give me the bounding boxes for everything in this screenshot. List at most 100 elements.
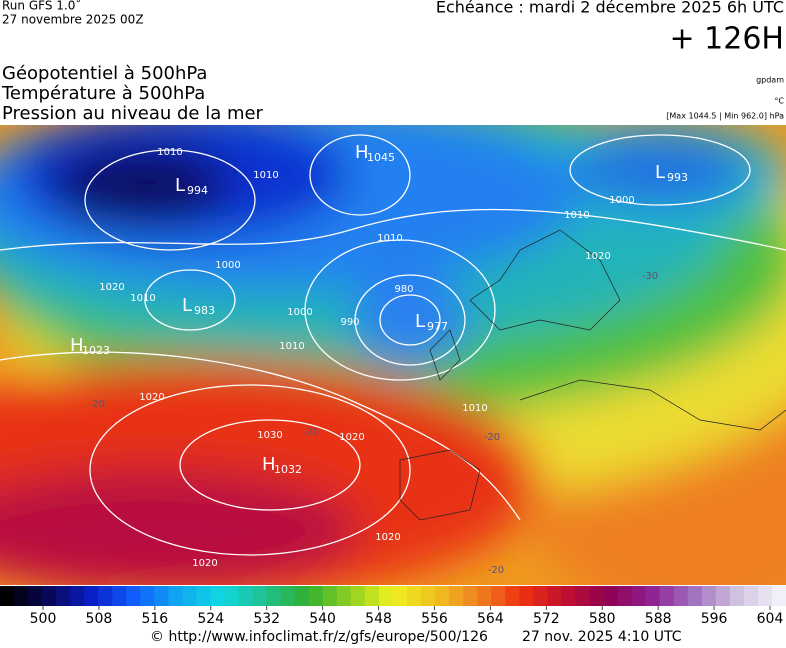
colorbar-label: 604: [757, 611, 784, 627]
center-letter: L: [182, 295, 192, 316]
unit: [Max 1044.5 | Min 962.0] hPa: [666, 112, 784, 121]
colorbar-swatch: [617, 586, 633, 606]
colorbar-swatch: [182, 586, 197, 606]
center-value: 1045: [367, 151, 395, 164]
colorbar-swatch: [659, 586, 675, 606]
colorbar-label: 508: [86, 611, 113, 627]
center-value: 977: [427, 320, 448, 333]
colorbar-swatch: [771, 586, 786, 606]
isobar-label: 1010: [253, 170, 278, 181]
unit: gpdam: [756, 76, 784, 85]
isobar-label: 1010: [377, 233, 402, 244]
field: Géopotentiel à 500hPa: [2, 63, 207, 84]
colorbar-swatch: [701, 586, 717, 606]
colorbar-swatch: [729, 586, 745, 606]
center-letter: L: [415, 311, 425, 332]
center-letter: H: [262, 454, 276, 475]
colorbar-swatch: [350, 586, 366, 606]
colorbar-label: 596: [701, 611, 728, 627]
colorbar-swatch: [687, 586, 703, 606]
run-date: 27 novembre 2025 00Z: [2, 13, 144, 27]
source: © http://www.infoclimat.fr/z/gfs/europe/…: [150, 629, 488, 645]
colorbar-swatch: [575, 586, 590, 606]
isobar-label: 980: [394, 284, 413, 295]
colorbar-swatch: [477, 586, 492, 606]
center-letter: H: [355, 142, 369, 163]
colorbar-label: 556: [421, 611, 448, 627]
center-letter: L: [655, 162, 665, 183]
colorbar-swatch: [645, 586, 661, 606]
center-value: 1032: [274, 463, 302, 476]
colorbar-swatch: [322, 586, 338, 606]
isobar-label: 1020: [375, 532, 400, 543]
colorbar-swatch: [561, 586, 576, 606]
colorbar-swatch: [126, 586, 141, 606]
map: [0, 125, 786, 585]
colorbar-swatch: [715, 586, 731, 606]
timestamp: 27 nov. 2025 4:10 UTC: [522, 629, 682, 645]
colorbar-swatch: [491, 586, 506, 606]
field: Température à 500hPa: [1, 83, 205, 104]
colorbar-swatch: [0, 586, 15, 606]
colorbar-swatch: [589, 586, 605, 606]
isobar-label: 1000: [215, 260, 240, 271]
colorbar-swatch: [519, 586, 534, 606]
colorbar-swatch: [631, 586, 647, 606]
isobar-label: 1010: [157, 147, 182, 158]
colorbar-swatch: [393, 586, 408, 606]
colorbar-swatch: [378, 586, 394, 606]
colorbar-label: 548: [365, 611, 392, 627]
colorbar-swatch: [42, 586, 57, 606]
unit: °C: [774, 97, 784, 106]
temperature-label: -20: [484, 432, 500, 443]
colorbar-swatch: [154, 586, 169, 606]
isobar-label: 1020: [339, 432, 364, 443]
colorbar-swatch: [266, 586, 282, 606]
colorbar-swatch: [84, 586, 99, 606]
colorbar-label: 500: [30, 611, 57, 627]
colorbar-swatch: [421, 586, 436, 606]
colorbar-swatch: [757, 586, 773, 606]
isobar-label: 1020: [585, 251, 610, 262]
isobar-label: 1010: [130, 293, 155, 304]
colorbar-swatch: [308, 586, 324, 606]
colorbar-swatch: [238, 586, 254, 606]
center-value: 994: [187, 184, 208, 197]
isobar-label: 1030: [257, 430, 282, 441]
colorbar-swatch: [56, 586, 71, 606]
center-value: 983: [194, 304, 215, 317]
run: Run GFS 1.0˚: [2, 0, 81, 13]
center-value: 1023: [82, 344, 110, 357]
temperature-label: -20: [89, 399, 105, 410]
colorbar-swatch: [364, 586, 380, 606]
temperature-label: -20: [488, 565, 504, 576]
isobar-label: 1020: [192, 558, 217, 569]
center-letter: H: [70, 335, 84, 356]
temperature-label: -20: [303, 427, 319, 438]
colorbar-swatch: [196, 586, 212, 606]
colorbar-swatch: [280, 586, 296, 606]
colorbar-swatch: [449, 586, 464, 606]
colorbar-swatch: [505, 586, 520, 606]
colorbar-swatch: [224, 586, 240, 606]
colorbar-swatch: [14, 586, 29, 606]
isobar-label: 990: [340, 317, 359, 328]
colorbar-label: 588: [645, 611, 672, 627]
colorbar-swatch: [743, 586, 759, 606]
isobar-label: 1000: [287, 307, 312, 318]
colorbar-label: 572: [533, 611, 560, 627]
colorbar-label: 532: [253, 611, 280, 627]
field: Pression au niveau de la mer: [2, 103, 264, 124]
isobar-label: 1010: [279, 341, 304, 352]
colorbar-label: 580: [589, 611, 616, 627]
colorbar-swatch: [112, 586, 127, 606]
colorbar-swatch: [435, 586, 450, 606]
colorbar-swatch: [603, 586, 619, 606]
colorbar-swatch: [463, 586, 478, 606]
isobar-label: 1010: [462, 403, 487, 414]
colorbar-swatch: [98, 586, 113, 606]
temperature-label: -30: [642, 271, 658, 282]
colorbar-swatch: [210, 586, 226, 606]
colorbar-swatch: [70, 586, 85, 606]
